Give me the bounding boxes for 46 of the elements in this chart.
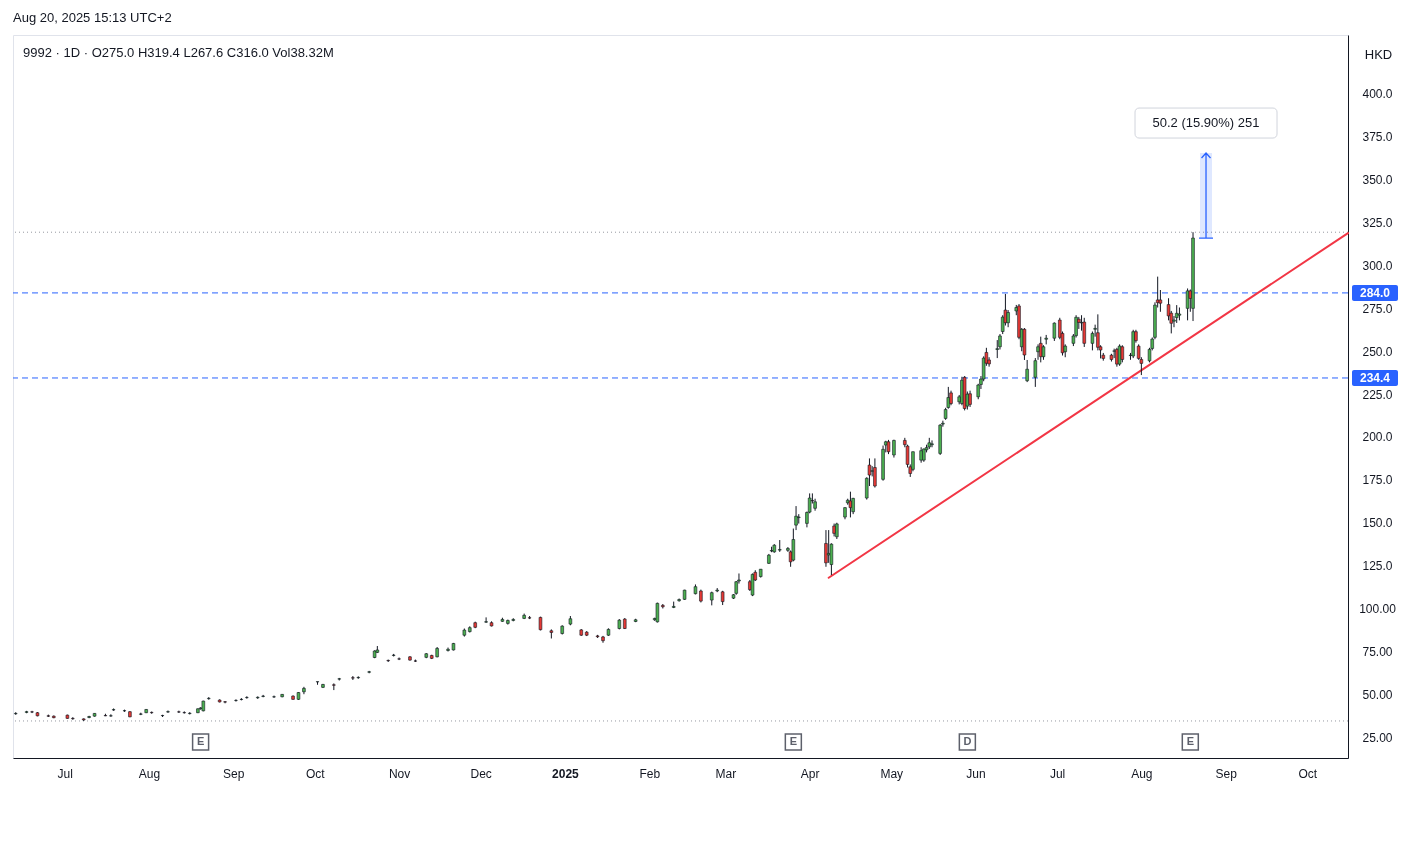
y-tick-label: 125.0 xyxy=(1362,559,1393,574)
x-tick-label: Aug xyxy=(138,766,161,781)
text: 9992 · 1D · O275.0 H319.4 L267.6 C316.0 Vol38.32M xyxy=(23,45,334,60)
ref-line-label: 234.4 xyxy=(1359,370,1391,385)
x-tick-label: May xyxy=(880,766,904,781)
y-tick-label: 375.0 xyxy=(1362,130,1393,145)
annotation: 50.2 (15.90%) 251 xyxy=(1152,115,1260,131)
y-tick-label: 150.0 xyxy=(1362,516,1393,531)
x-tick-label: Mar xyxy=(715,766,737,781)
y-tick-label: 325.0 xyxy=(1362,216,1393,231)
annotation: E xyxy=(1186,735,1194,747)
candlestick xyxy=(1025,359,1029,383)
x-tick-label: Oct xyxy=(1298,766,1318,781)
y-tick-label: 225.0 xyxy=(1362,387,1393,402)
y-tick-label: 275.0 xyxy=(1362,301,1393,316)
x-tick-label: Dec xyxy=(470,766,492,781)
candlestick xyxy=(245,695,249,700)
y-tick-label: 25.00 xyxy=(1362,730,1393,745)
y-axis-title: HKD xyxy=(1364,46,1393,62)
x-tick-label: Sep xyxy=(1215,766,1238,781)
text: Aug 20, 2025 15:13 UTC+2 xyxy=(13,10,172,25)
candlestick xyxy=(166,710,170,714)
y-tick-label: 50.00 xyxy=(1362,687,1393,702)
y-tick-label: 300.0 xyxy=(1362,258,1393,273)
y-tick-label: 200.0 xyxy=(1362,430,1393,445)
x-tick-label: Jun xyxy=(966,766,986,781)
y-tick-label: 75.00 xyxy=(1362,644,1393,659)
x-tick-label: 2025 xyxy=(552,766,580,781)
x-tick-label: Oct xyxy=(305,766,326,781)
y-tick-label: 350.0 xyxy=(1362,173,1393,188)
x-tick-label: Sep xyxy=(223,766,245,781)
annotation: E xyxy=(196,735,205,747)
y-tick-label: 100.00 xyxy=(1359,601,1397,616)
x-tick-label: Aug xyxy=(1131,766,1153,781)
annotation: D xyxy=(963,735,972,747)
x-tick-label: Jul xyxy=(1049,766,1066,781)
candlestick xyxy=(1052,321,1057,342)
x-tick-label: Nov xyxy=(388,766,411,781)
ref-line-label: 284.0 xyxy=(1359,285,1391,300)
x-tick-label: Feb xyxy=(639,766,661,781)
x-tick-label: Jul xyxy=(57,766,73,781)
x-tick-label: Apr xyxy=(800,766,820,781)
annotation: E xyxy=(789,735,798,747)
y-tick-label: 250.0 xyxy=(1362,344,1393,359)
y-tick-label: 175.0 xyxy=(1362,473,1393,488)
y-tick-label: 400.0 xyxy=(1362,87,1393,102)
